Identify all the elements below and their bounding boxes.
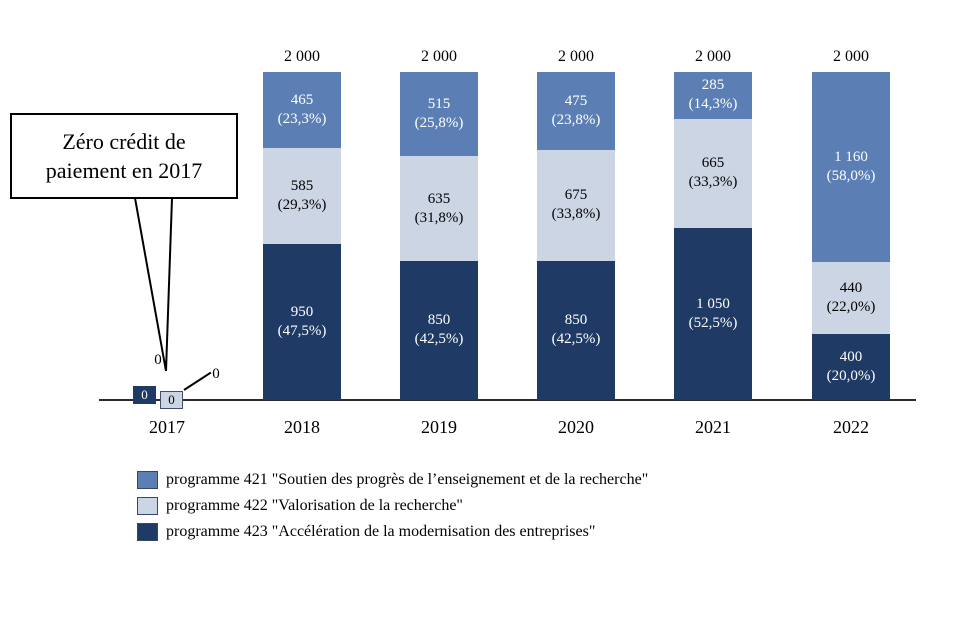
bar-segment-programme-423-2020: 850 (42,5%) bbox=[537, 260, 615, 400]
category-label-2022: 2022 bbox=[833, 417, 869, 437]
segment-value-label: 675 bbox=[564, 187, 588, 204]
total-label-2022: 2 000 bbox=[833, 48, 869, 65]
callout-box: Zéro crédit de paiement en 2017 bbox=[10, 113, 238, 199]
legend-item-programme-422: programme 422 "Valorisation de la recher… bbox=[137, 497, 648, 515]
segment-value-label: 665 bbox=[701, 155, 725, 172]
total-label-2018: 2 000 bbox=[284, 48, 320, 65]
segment-percent-label: (58,0%) bbox=[826, 168, 876, 185]
legend-label-programme-421: programme 421 "Soutien des progrès de l’… bbox=[166, 471, 649, 488]
segment-percent-label: (33,8%) bbox=[551, 206, 601, 223]
segment-value-label: 515 bbox=[427, 96, 451, 113]
bar-segment-programme-423-2019: 850 (42,5%) bbox=[400, 260, 478, 400]
category-label-2018: 2018 bbox=[284, 417, 320, 437]
segment-value-label: 465 bbox=[290, 92, 314, 109]
segment-value-label: 400 bbox=[839, 349, 863, 366]
segment-percent-label: (33,3%) bbox=[688, 174, 738, 191]
segment-percent-label: (25,8%) bbox=[414, 115, 464, 132]
bar-segment-programme-423-2018: 950 (47,5%) bbox=[263, 244, 341, 400]
segment-percent-label: (31,8%) bbox=[414, 209, 464, 226]
x-axis bbox=[99, 399, 916, 401]
legend-label-programme-422: programme 422 "Valorisation de la recher… bbox=[166, 497, 463, 514]
legend-item-programme-421: programme 421 "Soutien des progrès de l’… bbox=[137, 471, 648, 489]
segment-percent-label: (42,5%) bbox=[414, 331, 464, 348]
total-label-2020: 2 000 bbox=[558, 48, 594, 65]
segment-percent-label: (47,5%) bbox=[277, 323, 327, 340]
segment-value-label: 635 bbox=[427, 190, 451, 207]
segment-value-label: 475 bbox=[564, 92, 588, 109]
category-label-2020: 2020 bbox=[558, 417, 594, 437]
segment-percent-label: (42,5%) bbox=[551, 331, 601, 348]
legend-swatch-programme-422 bbox=[137, 497, 158, 515]
total-label-2019: 2 000 bbox=[421, 48, 457, 65]
bar-segment-programme-421-2019: 515 (25,8%) bbox=[400, 72, 478, 157]
segment-value-label: 440 bbox=[839, 280, 863, 297]
segment-percent-label: (23,3%) bbox=[277, 111, 327, 128]
bar-segment-programme-421-2018: 465 (23,3%) bbox=[263, 72, 341, 149]
bar-segment-programme-421-2021: 285 (14,3%) bbox=[674, 72, 752, 119]
category-label-2019: 2019 bbox=[421, 417, 457, 437]
segment-percent-label: (52,5%) bbox=[688, 314, 738, 331]
bar-segment-programme-422-2020: 675 (33,8%) bbox=[537, 149, 615, 261]
segment-value-label: 1 160 bbox=[834, 149, 868, 166]
segment-value-label: 1 050 bbox=[696, 295, 730, 312]
legend-swatch-programme-421 bbox=[137, 471, 158, 489]
bar-segment-programme-421-2022: 1 160 (58,0%) bbox=[812, 72, 890, 263]
segment-percent-label: (23,8%) bbox=[551, 111, 601, 128]
segment-percent-label: (29,3%) bbox=[277, 197, 327, 214]
segment-value-label: 285 bbox=[701, 77, 725, 94]
zero-label-programme-421: 0 bbox=[212, 366, 220, 382]
bar-segment-programme-421-2020: 475 (23,8%) bbox=[537, 72, 615, 150]
zero-label-top: 0 bbox=[154, 352, 162, 368]
zero-mark-programme-423: 0 bbox=[133, 386, 156, 404]
segment-value-label: 950 bbox=[290, 304, 314, 321]
segment-value-label: 850 bbox=[427, 312, 451, 329]
zero-mark-programme-422: 0 bbox=[160, 391, 183, 409]
bar-segment-programme-422-2021: 665 (33,3%) bbox=[674, 118, 752, 228]
segment-percent-label: (20,0%) bbox=[826, 368, 876, 385]
segment-percent-label: (22,0%) bbox=[826, 299, 876, 316]
callout-text-line1: Zéro crédit de bbox=[62, 129, 186, 154]
callout-text-line2: paiement en 2017 bbox=[45, 158, 203, 183]
bar-segment-programme-423-2021: 1 050 (52,5%) bbox=[674, 227, 752, 400]
legend-label-programme-423: programme 423 "Accélération de la modern… bbox=[166, 523, 596, 540]
category-label-2021: 2021 bbox=[695, 417, 731, 437]
bar-segment-programme-422-2022: 440 (22,0%) bbox=[812, 262, 890, 335]
total-label-2021: 2 000 bbox=[695, 48, 731, 65]
bar-segment-programme-423-2022: 400 (20,0%) bbox=[812, 334, 890, 400]
bar-segment-programme-422-2019: 635 (31,8%) bbox=[400, 156, 478, 261]
segment-value-label: 585 bbox=[290, 178, 314, 195]
segment-value-label: 850 bbox=[564, 312, 588, 329]
category-label-2017: 2017 bbox=[149, 417, 185, 437]
segment-percent-label: (14,3%) bbox=[688, 96, 738, 113]
legend-swatch-programme-423 bbox=[137, 523, 158, 541]
bar-segment-programme-422-2018: 585 (29,3%) bbox=[263, 148, 341, 245]
legend-item-programme-423: programme 423 "Accélération de la modern… bbox=[137, 523, 648, 541]
legend: programme 421 "Soutien des progrès de l’… bbox=[137, 471, 648, 541]
